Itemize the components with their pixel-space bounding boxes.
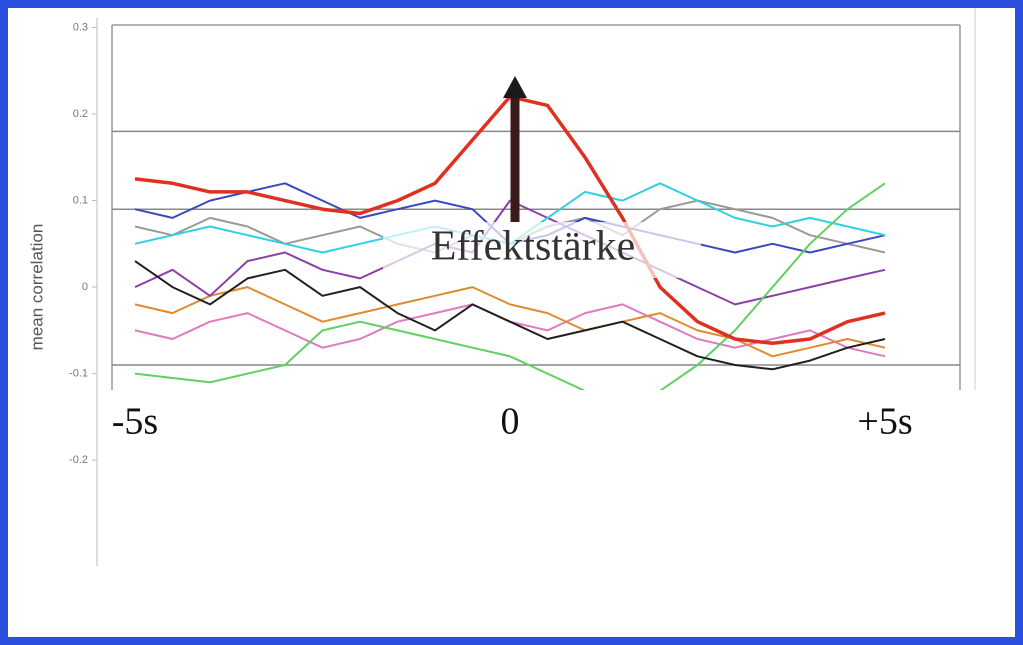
y-axis-label: mean correlation [27,224,46,351]
arrow-head [503,76,527,98]
annotation-box [383,222,701,278]
x-tick-label: 0 [501,401,520,443]
series-line [134,286,886,358]
y-tick-label: -0.2 [69,454,88,466]
y-tick-label: -0.1 [69,368,88,380]
y-tick-label: 0 [82,281,88,293]
series-line [134,182,886,390]
y-tick-label: 0.2 [73,108,88,120]
lines [134,94,886,390]
x-tick-label: -5s [112,401,158,443]
y-tick-label: 0.1 [73,194,88,206]
y-tick-label: 0.3 [73,21,88,33]
annotation-group: Effektstärke [383,76,701,278]
series-line [134,260,886,371]
plot-area [111,8,976,390]
x-tick-label: +5s [857,401,912,443]
series-line [134,199,886,306]
annotation: Effektstärke [431,224,635,270]
